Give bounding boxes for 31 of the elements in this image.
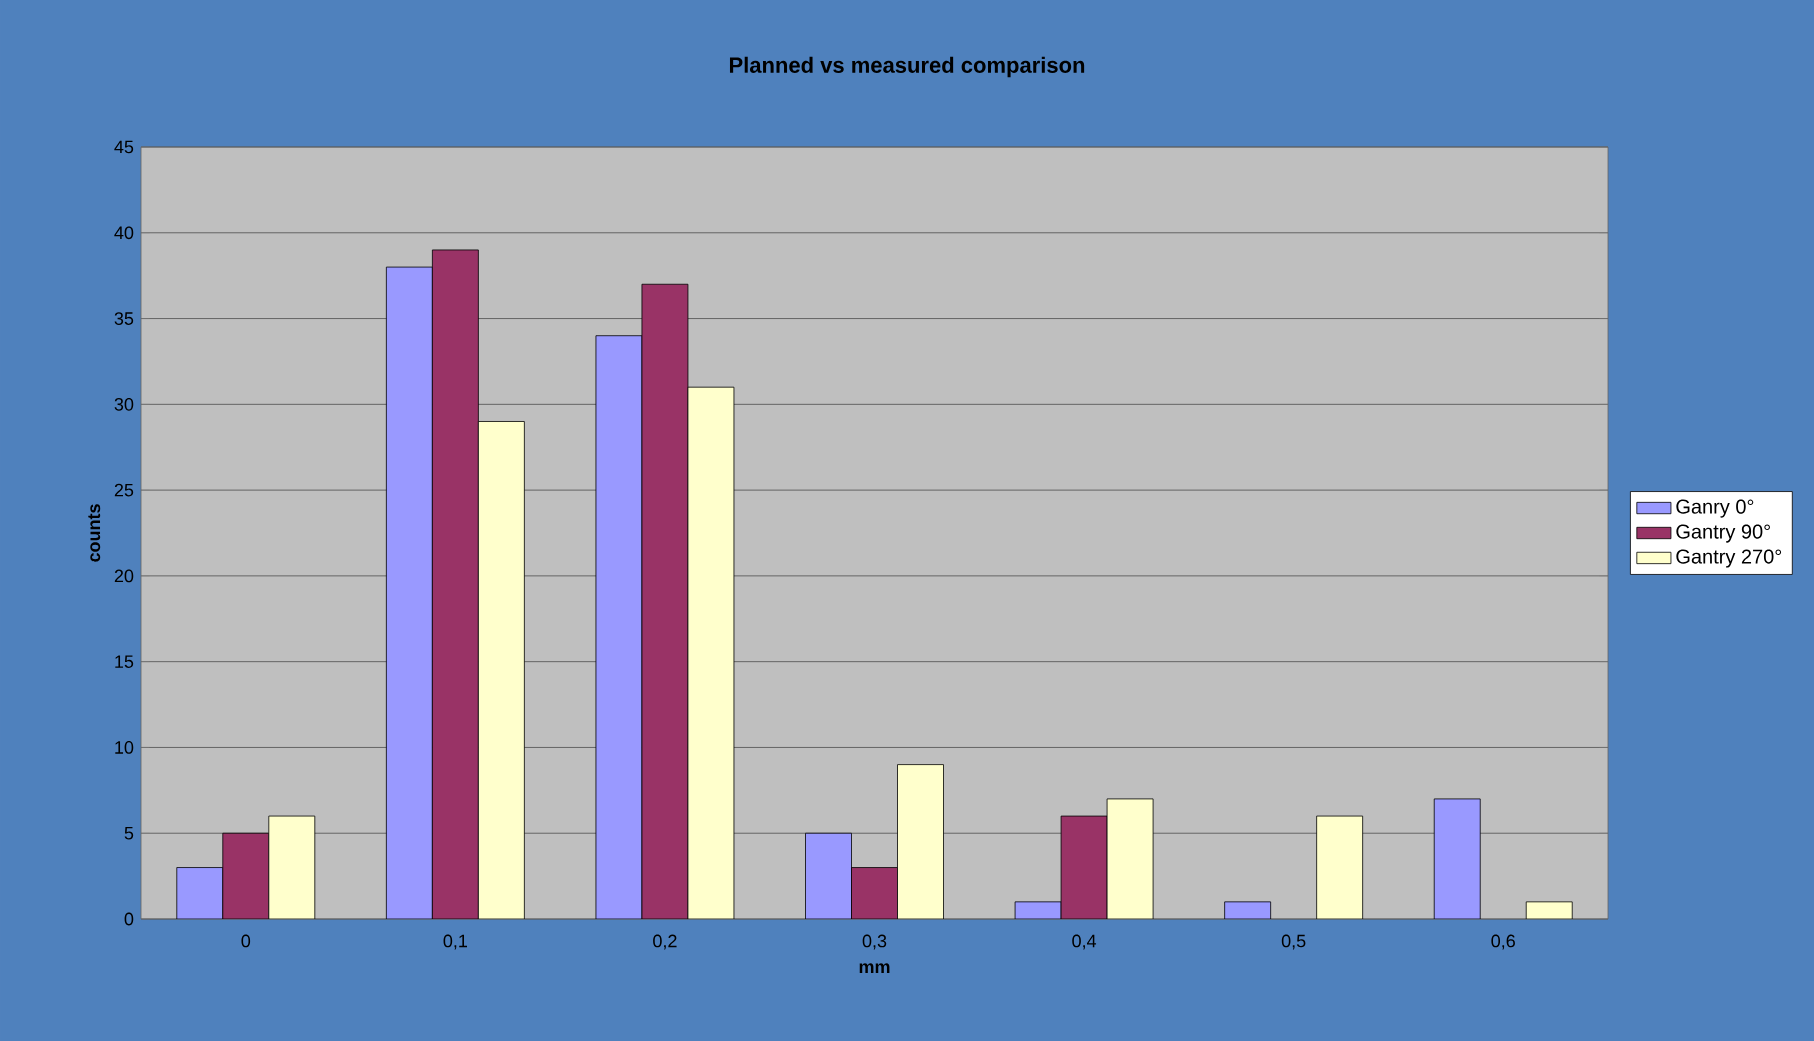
y-tick-label: 10 [115, 741, 134, 754]
x-axis-title: mm [859, 963, 890, 973]
bar [805, 832, 852, 919]
x-tick-label: 0,4 [1072, 934, 1097, 950]
x-tick-label: 0,2 [653, 934, 677, 950]
y-tick-label: 30 [114, 397, 134, 411]
bar [385, 266, 433, 919]
y-tick-label: 5 [124, 826, 134, 840]
y-tick-label: 35 [114, 312, 134, 325]
bar [595, 335, 643, 919]
y-tick-label: 45 [114, 140, 134, 154]
bar [1433, 798, 1481, 919]
x-tick-label: 0,3 [862, 934, 887, 950]
bar [1316, 815, 1364, 919]
y-tick-label: 25 [114, 483, 134, 497]
bar [1525, 901, 1573, 919]
x-tick-label: 0,5 [1281, 934, 1306, 950]
y-axis-title: counts [88, 504, 101, 562]
chart-title: Planned vs measured comparison [729, 56, 1085, 78]
legend-label: Gantry 90° [1676, 524, 1770, 543]
y-tick-label: 40 [114, 226, 134, 240]
y-tick-label: 0 [124, 912, 134, 926]
y-tick-label: 15 [115, 655, 134, 668]
x-tick-label: 0 [241, 934, 251, 948]
legend-label: Gantry 270° [1676, 549, 1782, 568]
bar [176, 867, 224, 919]
bar [1224, 901, 1272, 919]
y-tick-label: 20 [114, 569, 134, 583]
legend-label: Ganry 0° [1676, 499, 1754, 518]
x-tick-label: 0,1 [443, 934, 467, 950]
x-tick-label: 0,6 [1491, 934, 1515, 950]
